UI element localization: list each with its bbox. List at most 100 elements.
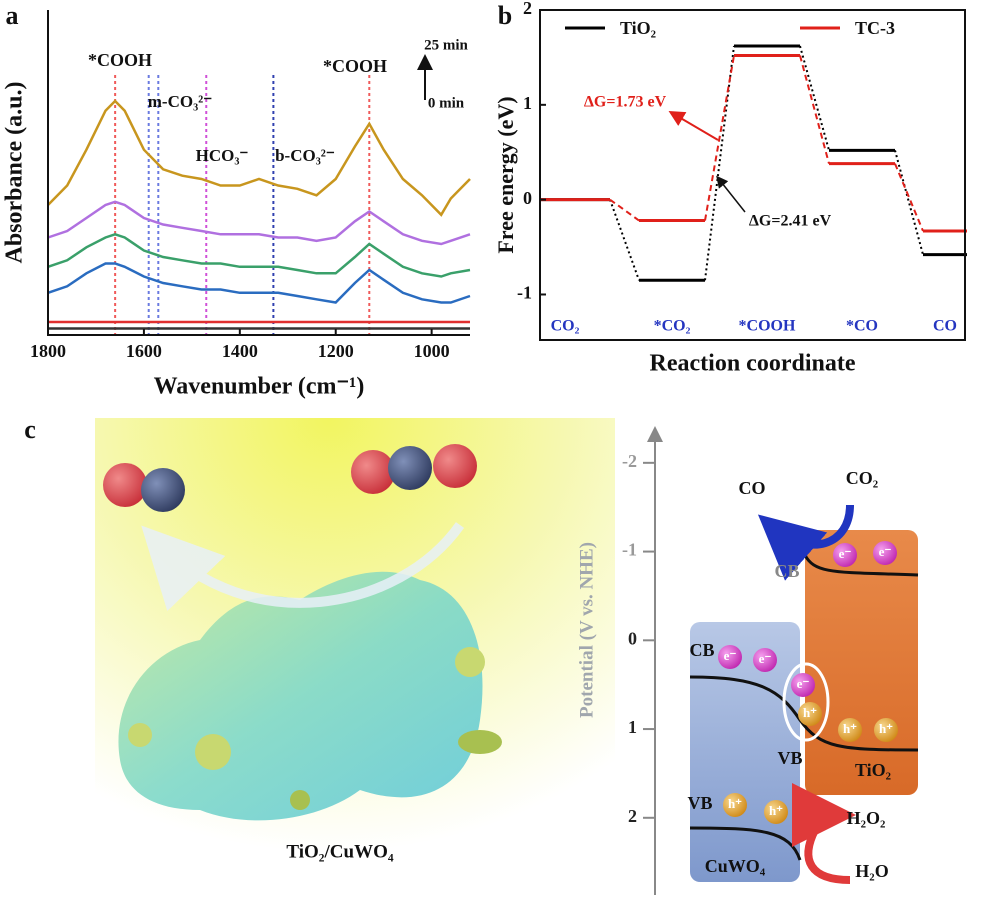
hole-label: h⁺ [879, 721, 893, 736]
y-tick-label: 0 [523, 188, 532, 208]
h2o-arrow [791, 783, 856, 884]
hole-ball [874, 718, 898, 742]
spectrum [47, 200, 471, 246]
connector [799, 55, 830, 164]
annotation: *COOH [88, 50, 152, 70]
electron-ball [753, 648, 777, 672]
hole-ball [838, 718, 862, 742]
atom-c [141, 468, 185, 512]
atom-o [103, 463, 147, 507]
time-label: 0 min [428, 95, 465, 111]
hole-ball [723, 793, 747, 817]
annotation: *COOH [323, 56, 387, 76]
particle [458, 730, 502, 754]
panel-label: b [498, 1, 512, 30]
electron-label: e⁻ [839, 546, 852, 561]
band-label: H₂O₂ [847, 808, 886, 828]
y-axis-title: Free energy (eV) [493, 96, 518, 253]
band-label: VB [777, 748, 802, 768]
spectrum [47, 99, 471, 217]
annotation: m-CO₃²⁻ [148, 92, 213, 111]
band-curve [689, 826, 802, 861]
electron-ball [873, 541, 897, 565]
electron-label: e⁻ [797, 676, 810, 691]
connector [894, 163, 924, 232]
interface-ring [782, 662, 830, 742]
particle [128, 723, 152, 747]
y-axis-title: Potential (V vs. NHE) [576, 542, 597, 718]
annotation: HCO₃⁻ [196, 146, 249, 165]
category-label: CO₂ [551, 318, 580, 335]
x-tick-label: 1800 [30, 341, 66, 361]
y-tick-label: -2 [622, 451, 637, 471]
spectrum [47, 262, 471, 304]
annotation: ΔG=1.73 eV [584, 94, 667, 111]
band-label: VB [687, 793, 712, 813]
panel-label: a [6, 1, 19, 30]
x-tick-label: 1400 [222, 341, 258, 361]
category-label: *COOH [739, 318, 796, 335]
band-label: H₂O [855, 861, 888, 881]
panel-label: c [24, 415, 36, 444]
band-label: CB [689, 640, 714, 660]
x-axis-title: Reaction coordinate [650, 351, 856, 377]
hole-ball [764, 800, 788, 824]
band-label: CO₂ [846, 468, 878, 488]
y-tick-label: 2 [523, 0, 532, 18]
hole-label: h⁺ [843, 721, 857, 736]
particle [195, 734, 231, 770]
particle [455, 647, 485, 677]
connector [704, 45, 735, 281]
hole-label: h⁺ [769, 803, 783, 818]
annotation: b-CO₃²⁻ [275, 146, 335, 165]
electron-ball [833, 543, 857, 567]
connector [704, 55, 735, 221]
connector [799, 45, 830, 151]
electron-label: e⁻ [759, 651, 772, 666]
y-tick-label: 2 [628, 806, 637, 826]
y-tick-label: 0 [628, 628, 637, 648]
hole-ball [798, 702, 822, 726]
band-label: CO [739, 478, 766, 498]
electron-ball [791, 673, 815, 697]
x-tick-label: 1000 [414, 341, 450, 361]
category-label: *CO₂ [654, 318, 691, 335]
category-label: CO [933, 318, 957, 335]
annotation-arrow [668, 110, 719, 141]
y-tick-label: -1 [622, 540, 637, 560]
hole-label: h⁺ [803, 705, 817, 720]
band-label: CB [774, 561, 799, 581]
y-tick-label: 1 [628, 717, 637, 737]
spectrum [47, 232, 471, 278]
band-label: CuWO₄ [705, 856, 766, 876]
connector [609, 199, 640, 281]
band-label: TiO₂ [855, 760, 891, 780]
caption: TiO₂/CuWO₄ [286, 841, 393, 862]
reaction-arrow [141, 522, 465, 612]
atom-o [433, 444, 477, 488]
time-label: 25 min [424, 37, 468, 53]
atom-c [388, 446, 432, 490]
annotation-arrow [716, 175, 746, 213]
particle [290, 790, 310, 810]
legend-label: TiO₂ [620, 18, 656, 38]
category-label: *CO [846, 318, 878, 335]
x-axis-title: Wavenumber (cm⁻¹) [154, 374, 365, 400]
y-tick-label: -1 [517, 283, 532, 303]
illustration [95, 418, 919, 900]
annotation: ΔG=2.41 eV [749, 213, 832, 230]
x-tick-label: 1600 [126, 341, 162, 361]
electron-label: e⁻ [879, 544, 892, 559]
electron-label: e⁻ [724, 648, 737, 663]
x-tick-label: 1200 [318, 341, 354, 361]
electron-ball [718, 645, 742, 669]
atom-o [351, 450, 395, 494]
plot-frame [539, 9, 966, 341]
connector [894, 150, 924, 255]
connector [609, 198, 640, 222]
y-axis-title: Absorbance (a.u.) [2, 81, 28, 263]
co2-arrow [757, 504, 854, 581]
hole-label: h⁺ [728, 796, 742, 811]
y-tick-label: 1 [523, 93, 532, 113]
